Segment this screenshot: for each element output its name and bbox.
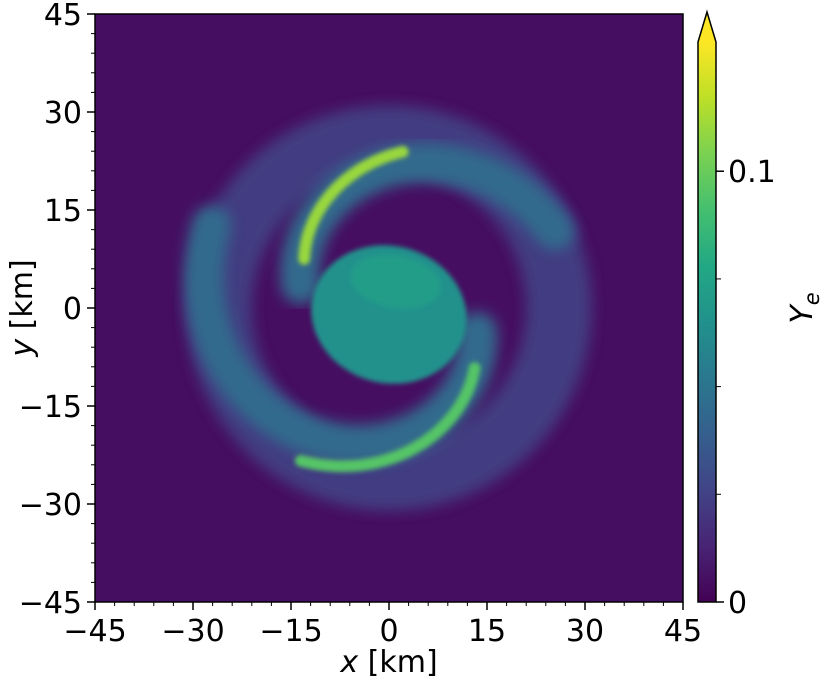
colorbar: 00.1 Ye — [697, 9, 824, 621]
heatmap-features — [184, 105, 592, 511]
colorbar-extend-max — [698, 12, 716, 42]
y-tick-label: 0 — [63, 292, 82, 327]
y-axis-label: y [km] — [5, 259, 40, 357]
y-tick-label: −45 — [19, 586, 82, 621]
y-tick-label: −30 — [19, 488, 82, 523]
colorbar-label: Ye — [785, 292, 824, 323]
x-tick-label: −45 — [63, 614, 126, 649]
y-tick-label: 15 — [44, 194, 82, 229]
x-tick-label: −30 — [161, 614, 224, 649]
colorbar-tick-label: 0.1 — [728, 155, 776, 190]
core-upper-lobe — [350, 254, 441, 309]
colorbar-gradient — [698, 42, 716, 602]
x-tick-label: −15 — [259, 614, 322, 649]
x-tick-label: 0 — [379, 614, 398, 649]
x-tick-label: 30 — [566, 614, 604, 649]
heatmap-plot-area — [94, 13, 684, 603]
y-tick-label: 30 — [44, 96, 82, 131]
bright-rim-lower — [294, 362, 481, 473]
bright-rim-upper — [298, 145, 409, 265]
y-axis-ticks: −45 −30 −15 0 15 30 45 — [19, 0, 95, 621]
x-axis-ticks: −45 −30 −15 0 15 30 45 — [63, 602, 702, 649]
y-tick-label: −15 — [19, 390, 82, 425]
colorbar-ticks: 00.1 — [716, 155, 776, 621]
y-tick-label: 45 — [44, 0, 82, 33]
x-tick-label: 45 — [664, 614, 702, 649]
x-axis-label: x [km] — [339, 645, 437, 680]
colorbar-tick-label: 0 — [728, 586, 747, 621]
x-tick-label: 15 — [468, 614, 506, 649]
colorbar-outline — [697, 9, 717, 603]
